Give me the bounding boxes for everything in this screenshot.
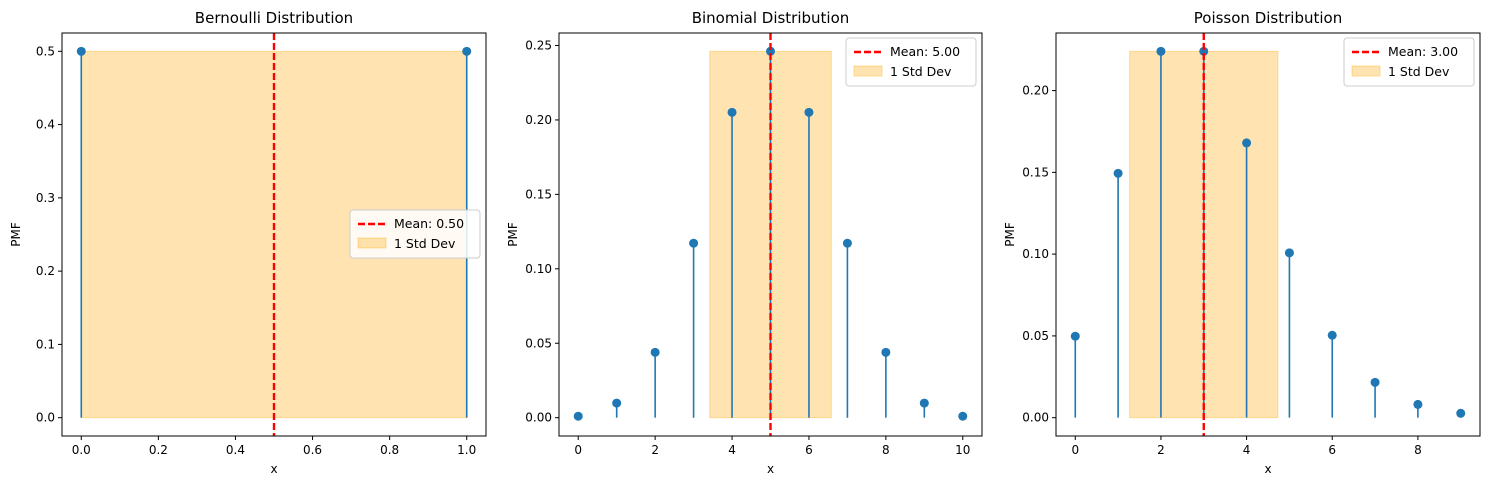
stem-marker: [881, 347, 891, 357]
binomial-panel: 0 2 4 6 8 10 0.00 0.05 0.10 0.15 0.20 0.25 Binomial …: [506, 9, 983, 476]
stem-marker: [1199, 46, 1209, 56]
y-tick-label: 0.05: [525, 336, 552, 350]
stem-marker: [1070, 331, 1080, 341]
chart-title: Binomial Distribution: [692, 9, 850, 27]
x-tick-label: 8: [882, 443, 890, 457]
bernoulli-panel: 0.0 0.2 0.4 0.6 0.8 1.0 0.0 0.1 0.2 0.3 0.4 0.5 Bern…: [9, 9, 487, 476]
stem-marker: [727, 107, 737, 117]
x-tick-label: 4: [728, 443, 736, 457]
stem-marker: [1413, 399, 1423, 409]
y-tick-label: 0.10: [525, 262, 552, 276]
y-tick-label: 0.5: [36, 44, 55, 58]
legend-std-label: 1 Std Dev: [1388, 64, 1450, 79]
stem-marker: [689, 238, 699, 248]
x-tick-label: 8: [1414, 443, 1422, 457]
x-tick-label: 0: [574, 443, 582, 457]
x-axis-label: x: [767, 462, 774, 476]
y-axis-label: PMF: [9, 222, 23, 247]
chart-title: Bernoulli Distribution: [195, 9, 353, 27]
x-tick-label: 2: [651, 443, 659, 457]
stem-marker: [650, 347, 660, 357]
legend: Mean: 5.00 1 Std Dev: [845, 37, 977, 87]
y-tick-label: 0.0: [36, 411, 55, 425]
y-tick-label: 0.3: [36, 191, 55, 205]
axes-frame: [61, 32, 487, 437]
x-tick-label: 6: [805, 443, 813, 457]
x-tick-label: 2: [1157, 443, 1165, 457]
legend-std-swatch: [357, 237, 387, 249]
stem-marker: [462, 46, 472, 56]
chart-title: Poisson Distribution: [1194, 9, 1342, 27]
legend-box: [845, 37, 977, 87]
stem-marker: [842, 238, 852, 248]
y-tick-label: 0.25: [525, 39, 552, 53]
legend: Mean: 0.50 1 Std Dev: [349, 209, 481, 259]
stem-marker: [804, 107, 814, 117]
legend-std-swatch: [853, 65, 883, 77]
y-tick-label: 0.10: [1022, 247, 1049, 261]
legend-box: [1343, 37, 1475, 87]
y-tick-label: 0.2: [36, 264, 55, 278]
legend-std-swatch: [1351, 65, 1381, 77]
x-tick-label: 0.8: [380, 443, 399, 457]
legend-std-label: 1 Std Dev: [394, 236, 456, 251]
y-axis-label: PMF: [1003, 222, 1017, 247]
y-tick-label: 0.1: [36, 337, 55, 351]
stem-marker: [573, 411, 583, 421]
x-tick-label: 0.6: [303, 443, 322, 457]
x-tick-label: 0.2: [149, 443, 168, 457]
stem-marker: [1370, 377, 1380, 387]
y-tick-label: 0.15: [525, 187, 552, 201]
y-tick-label: 0.15: [1022, 165, 1049, 179]
stem-marker: [1242, 138, 1252, 148]
y-tick-label: 0.20: [1022, 84, 1049, 98]
axes-frame: [1055, 32, 1481, 437]
x-tick-label: 0.4: [226, 443, 245, 457]
x-tick-label: 0: [1071, 443, 1079, 457]
legend-mean-label: Mean: 3.00: [1388, 44, 1458, 59]
y-tick-label: 0.00: [1022, 411, 1049, 425]
stem-marker: [1284, 248, 1294, 258]
stem-marker: [612, 398, 622, 408]
axes-frame: [558, 32, 983, 437]
x-tick-label: 0.0: [72, 443, 91, 457]
x-tick-label: 10: [955, 443, 970, 457]
stem-marker: [766, 46, 775, 56]
x-tick-label: 1.0: [457, 443, 476, 457]
y-axis-label: PMF: [506, 222, 520, 247]
stem-marker: [1456, 408, 1466, 418]
poisson-panel: 0 2 4 6 8 0.00 0.05 0.10 0.15 0.20 Poisson Distrib…: [1003, 9, 1481, 476]
legend-mean-label: Mean: 5.00: [890, 44, 960, 59]
stem-marker: [1113, 168, 1123, 178]
x-tick-label: 6: [1328, 443, 1336, 457]
y-tick-label: 0.05: [1022, 329, 1049, 343]
x-tick-label: 4: [1243, 443, 1251, 457]
legend-box: [349, 209, 481, 259]
stem-marker: [958, 411, 968, 421]
y-tick-label: 0.20: [525, 113, 552, 127]
x-axis-label: x: [1264, 462, 1271, 476]
stem-marker: [76, 46, 86, 56]
legend-std-label: 1 Std Dev: [890, 64, 952, 79]
stem-marker: [1327, 330, 1337, 340]
stem-marker: [919, 398, 929, 408]
y-tick-label: 0.4: [36, 118, 55, 132]
y-tick-label: 0.00: [525, 411, 552, 425]
legend-mean-label: Mean: 0.50: [394, 216, 464, 231]
stem-marker: [1156, 46, 1166, 56]
x-axis-label: x: [270, 462, 277, 476]
legend: Mean: 3.00 1 Std Dev: [1343, 37, 1475, 87]
